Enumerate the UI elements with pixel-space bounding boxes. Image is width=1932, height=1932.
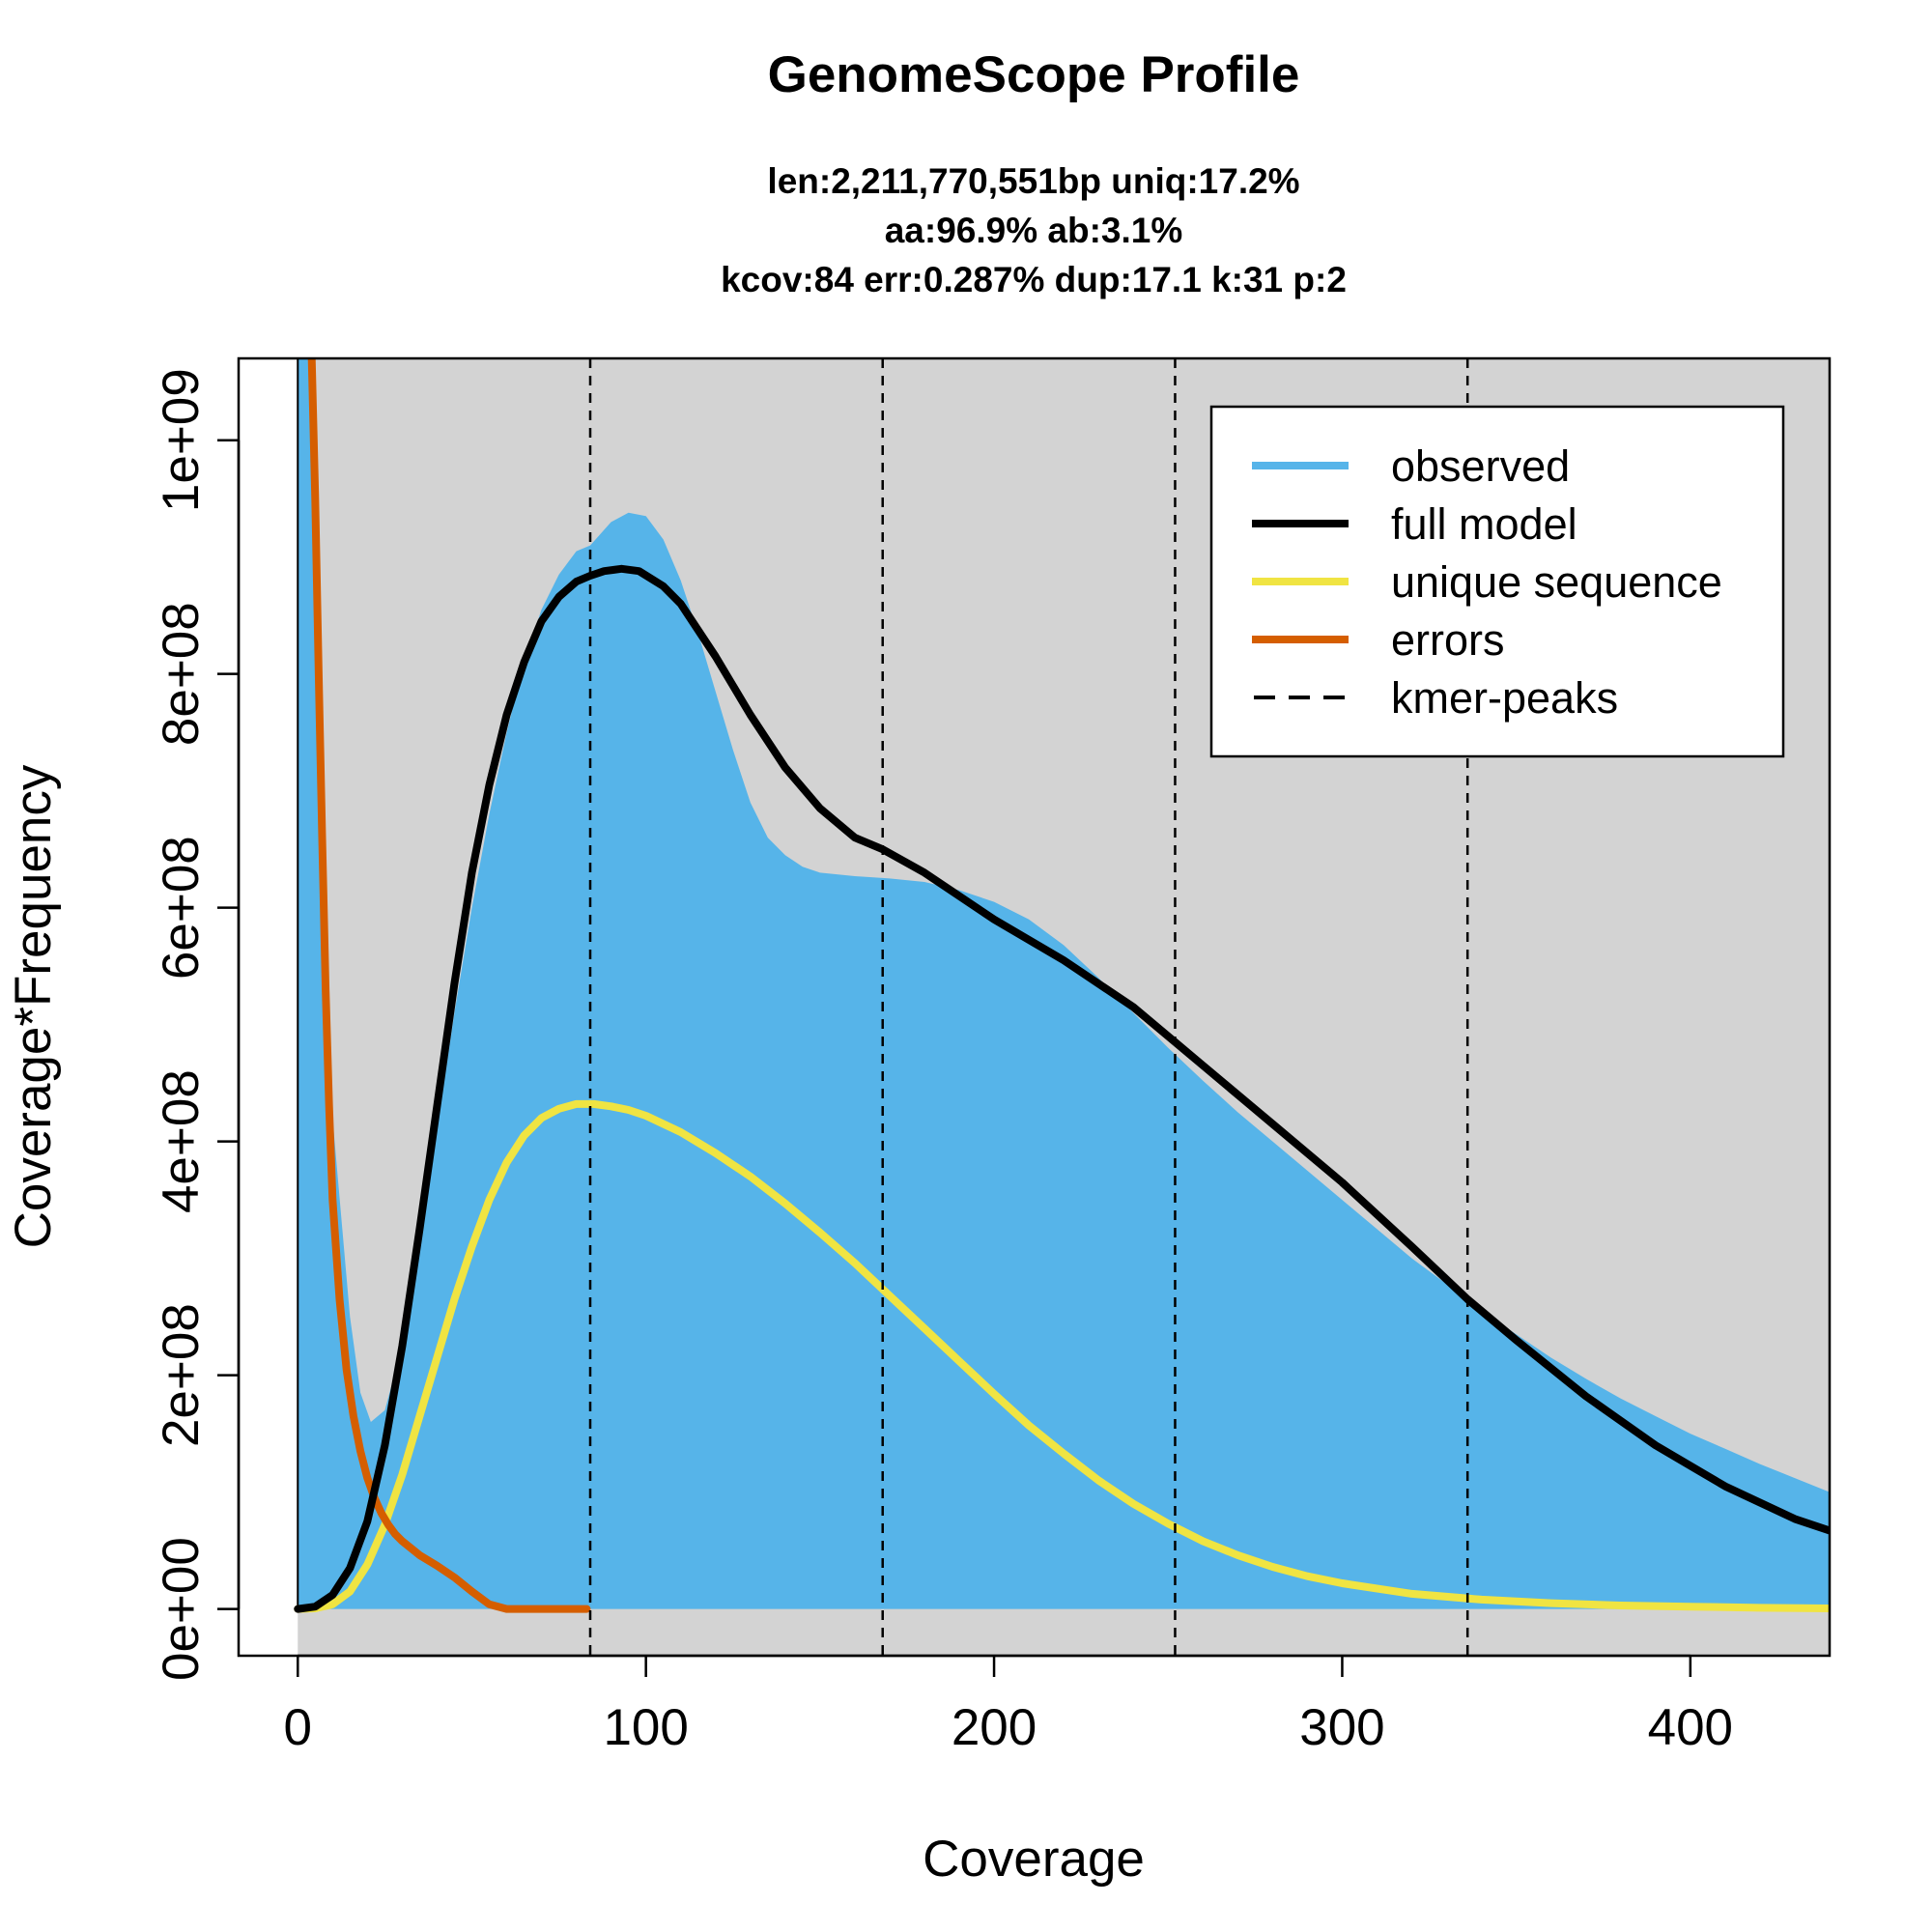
legend: observed full model unique sequence errors k… bbox=[1209, 405, 1785, 758]
series-observed-area bbox=[298, 358, 1830, 1609]
y-axis-label: Coverage*Frequency bbox=[5, 764, 62, 1248]
chart-title: GenomeScope Profile bbox=[768, 46, 1300, 103]
x-axis: 0 100 200 300 400 bbox=[284, 1654, 1733, 1756]
x-tick-label-0: 0 bbox=[284, 1699, 312, 1756]
y-axis: 0e+00 2e+08 4e+08 6e+08 8e+08 1e+09 bbox=[153, 368, 241, 1681]
chart-subtitle-line-2: aa:96.9% ab:3.1% bbox=[885, 211, 1183, 250]
legend-label-observed: observed bbox=[1391, 441, 1570, 491]
x-tick-label-1: 100 bbox=[603, 1699, 688, 1756]
legend-label-unique-sequence: unique sequence bbox=[1391, 557, 1722, 607]
x-axis-label: Coverage bbox=[923, 1831, 1145, 1888]
x-tick-label-2: 200 bbox=[952, 1699, 1037, 1756]
x-tick-label-3: 300 bbox=[1299, 1699, 1384, 1756]
chart-subtitle-line-3: kcov:84 err:0.287% dup:17.1 k:31 p:2 bbox=[721, 260, 1347, 299]
chart-subtitle-line-1: len:2,211,770,551bp uniq:17.2% bbox=[767, 161, 1299, 201]
y-tick-label-4: 8e+08 bbox=[153, 602, 210, 746]
series-full-model-line bbox=[294, 564, 1830, 1613]
y-tick-label-5: 1e+09 bbox=[153, 368, 210, 512]
x-tick-label-4: 400 bbox=[1648, 1699, 1733, 1756]
y-tick-label-2: 4e+08 bbox=[153, 1069, 210, 1213]
y-tick-label-1: 2e+08 bbox=[153, 1303, 210, 1447]
legend-label-kmer-peaks: kmer-peaks bbox=[1391, 673, 1618, 723]
legend-label-errors: errors bbox=[1391, 615, 1505, 665]
y-tick-label-3: 6e+08 bbox=[153, 836, 210, 980]
series-unique-sequence-line bbox=[294, 1099, 1830, 1613]
y-tick-label-0: 0e+00 bbox=[153, 1537, 210, 1681]
legend-label-full-model: full model bbox=[1391, 499, 1577, 549]
